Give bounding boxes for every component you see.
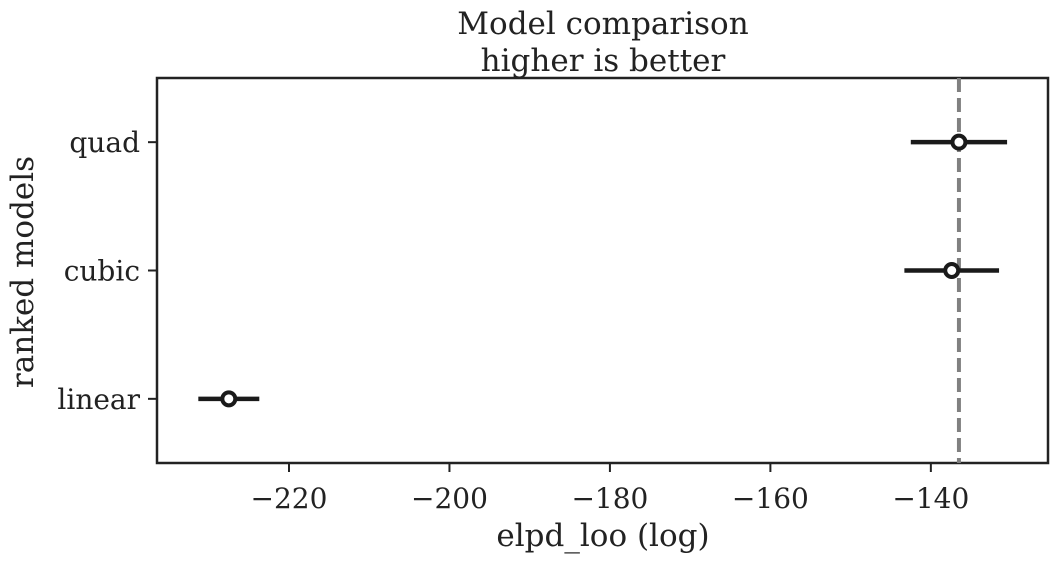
point bbox=[943, 262, 961, 279]
y-tick-label: quad bbox=[69, 126, 140, 159]
x-axis-label: elpd_loo (log) bbox=[496, 518, 709, 554]
y-axis-label: ranked models bbox=[5, 156, 41, 388]
chart-title: Model comparison bbox=[457, 6, 748, 42]
x-tick-label: −160 bbox=[732, 482, 809, 515]
x-tick-label: −180 bbox=[571, 482, 648, 515]
y-tick-label: cubic bbox=[64, 255, 140, 288]
x-tick-label: −140 bbox=[892, 482, 969, 515]
x-tick-label: −200 bbox=[411, 482, 488, 515]
chart-subtitle: higher is better bbox=[481, 43, 726, 79]
y-tick-label: linear bbox=[57, 383, 140, 416]
x-tick-label: −220 bbox=[251, 482, 328, 515]
point bbox=[220, 390, 238, 408]
point bbox=[950, 133, 968, 151]
